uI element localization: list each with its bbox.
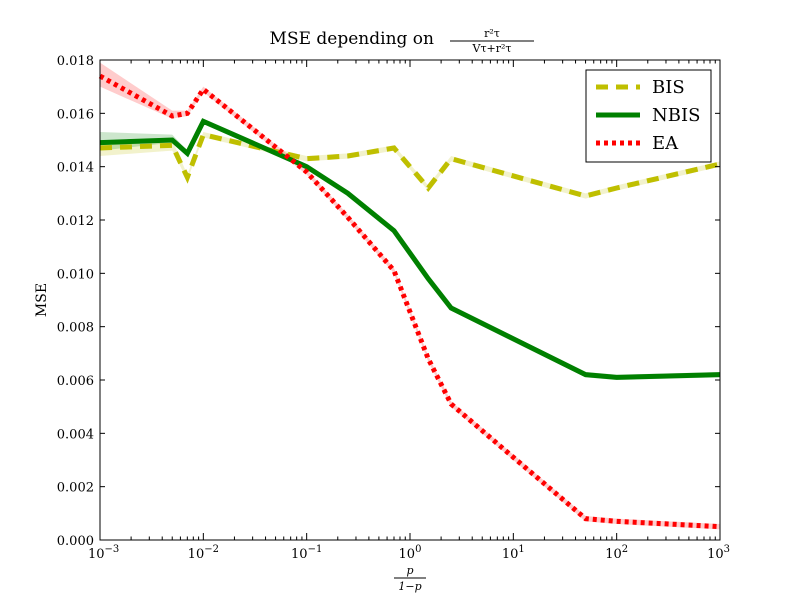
y-tick-label: 0.010 [57,267,94,282]
x-tick-label: 103 [707,544,730,562]
y-tick-label: 0.012 [57,214,94,229]
bis-line [99,131,721,199]
y-tick-label: 0.016 [57,107,94,122]
legend-label-ea: EA [652,133,679,154]
y-tick-label: 0.002 [57,481,94,496]
x-tick-label: 10−3 [88,544,119,562]
x-axis-label: p 1−p [394,564,426,593]
y-axis-label: MSE [34,283,50,317]
title-fraction-denominator: Vτ+r²τ [472,42,512,55]
x-tick-label: 100 [399,544,422,562]
ea-band [100,62,720,530]
x-label-numerator: p [406,564,413,577]
y-tick-label: 0.018 [57,54,94,69]
y-tick-label: 0.006 [57,374,94,389]
legend-label-bis: BIS [652,77,685,98]
axis-ticks: 0.000 0.002 0.004 0.006 0.008 0.010 0.012 0.014… [57,54,730,562]
chart-title: MSE depending on r²τ Vτ+r²τ [270,27,534,55]
y-tick-label: 0.004 [57,427,94,442]
title-fraction-numerator: r²τ [484,27,500,40]
y-tick-label: 0.000 [57,534,94,549]
x-tick-label: 101 [502,544,525,562]
y-tick-label: 0.008 [57,321,94,336]
x-label-denominator: 1−p [398,580,421,593]
series-lines [98,73,721,530]
nbis-line [99,118,721,380]
ea-line [98,73,721,530]
legend: BIS NBIS EA [585,69,712,163]
chart-title-text: MSE depending on [270,29,434,49]
y-tick-label: 0.014 [57,161,94,176]
x-tick-label: 10−1 [291,544,322,562]
legend-label-nbis: NBIS [652,105,700,126]
x-tick-label: 102 [605,544,628,562]
x-tick-label: 10−2 [188,544,219,562]
